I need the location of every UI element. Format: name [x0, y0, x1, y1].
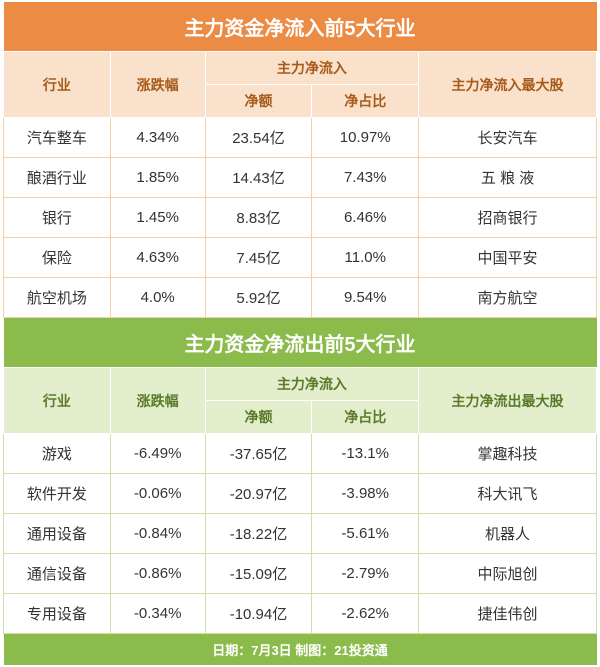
- table-row: 通用设备 -0.84% -18.22亿 -5.61% 机器人: [4, 514, 597, 554]
- cell-net-amount: 5.92亿: [205, 278, 312, 318]
- table-row: 游戏 -6.49% -37.65亿 -13.1% 掌趣科技: [4, 434, 597, 474]
- outflow-title-row: 主力资金净流出前5大行业: [4, 318, 597, 368]
- cell-industry: 软件开发: [4, 474, 111, 514]
- table-row: 银行 1.45% 8.83亿 6.46% 招商银行: [4, 198, 597, 238]
- col-net-amount: 净额: [205, 85, 312, 118]
- cell-top-stock: 掌趣科技: [419, 434, 597, 474]
- table-row: 保险 4.63% 7.45亿 11.0% 中国平安: [4, 238, 597, 278]
- cell-net-ratio: -2.79%: [312, 554, 419, 594]
- cell-net-ratio: -5.61%: [312, 514, 419, 554]
- cell-industry: 汽车整车: [4, 118, 111, 158]
- cell-industry: 酿酒行业: [4, 158, 111, 198]
- inflow-header-row-1: 行业 涨跌幅 主力净流入 主力净流入最大股: [4, 52, 597, 85]
- cell-top-stock: 捷佳伟创: [419, 594, 597, 634]
- footer-text: 日期：7月3日 制图：21投资通: [4, 634, 597, 666]
- cell-net-amount: -37.65亿: [205, 434, 312, 474]
- cell-net-ratio: 10.97%: [312, 118, 419, 158]
- col-top-stock: 主力净流入最大股: [419, 52, 597, 118]
- cell-change: 4.0%: [110, 278, 205, 318]
- cell-net-ratio: 7.43%: [312, 158, 419, 198]
- cell-top-stock: 机器人: [419, 514, 597, 554]
- cell-change: -0.86%: [110, 554, 205, 594]
- cell-change: -0.84%: [110, 514, 205, 554]
- cell-industry: 专用设备: [4, 594, 111, 634]
- cell-net-amount: 7.45亿: [205, 238, 312, 278]
- col-industry: 行业: [4, 368, 111, 434]
- inflow-title-row: 主力资金净流入前5大行业: [4, 2, 597, 52]
- cell-change: 4.34%: [110, 118, 205, 158]
- cell-net-ratio: -3.98%: [312, 474, 419, 514]
- cell-net-amount: -10.94亿: [205, 594, 312, 634]
- cell-top-stock: 中际旭创: [419, 554, 597, 594]
- col-inflow-group: 主力净流入: [205, 368, 418, 401]
- cell-net-amount: 8.83亿: [205, 198, 312, 238]
- cell-net-amount: 14.43亿: [205, 158, 312, 198]
- table-row: 汽车整车 4.34% 23.54亿 10.97% 长安汽车: [4, 118, 597, 158]
- cell-net-ratio: 6.46%: [312, 198, 419, 238]
- cell-top-stock: 南方航空: [419, 278, 597, 318]
- cell-change: 1.85%: [110, 158, 205, 198]
- cell-net-amount: 23.54亿: [205, 118, 312, 158]
- cell-industry: 航空机场: [4, 278, 111, 318]
- col-net-ratio: 净占比: [312, 85, 419, 118]
- cell-industry: 通信设备: [4, 554, 111, 594]
- cell-top-stock: 五 粮 液: [419, 158, 597, 198]
- cell-net-ratio: 11.0%: [312, 238, 419, 278]
- cell-top-stock: 招商银行: [419, 198, 597, 238]
- col-net-amount: 净额: [205, 401, 312, 434]
- outflow-table: 主力资金净流出前5大行业 行业 涨跌幅 主力净流入 主力净流出最大股 净额 净占…: [3, 318, 597, 665]
- inflow-table: 主力资金净流入前5大行业 行业 涨跌幅 主力净流入 主力净流入最大股 净额 净占…: [3, 2, 597, 318]
- cell-change: -0.06%: [110, 474, 205, 514]
- cell-change: -0.34%: [110, 594, 205, 634]
- tables-container: 主力资金净流入前5大行业 行业 涨跌幅 主力净流入 主力净流入最大股 净额 净占…: [0, 0, 600, 667]
- cell-net-amount: -20.97亿: [205, 474, 312, 514]
- table-row: 通信设备 -0.86% -15.09亿 -2.79% 中际旭创: [4, 554, 597, 594]
- col-top-stock: 主力净流出最大股: [419, 368, 597, 434]
- cell-net-ratio: 9.54%: [312, 278, 419, 318]
- cell-change: 4.63%: [110, 238, 205, 278]
- col-net-ratio: 净占比: [312, 401, 419, 434]
- cell-net-ratio: -13.1%: [312, 434, 419, 474]
- cell-industry: 游戏: [4, 434, 111, 474]
- cell-top-stock: 中国平安: [419, 238, 597, 278]
- cell-change: 1.45%: [110, 198, 205, 238]
- cell-industry: 通用设备: [4, 514, 111, 554]
- col-change: 涨跌幅: [110, 368, 205, 434]
- cell-top-stock: 科大讯飞: [419, 474, 597, 514]
- outflow-title: 主力资金净流出前5大行业: [4, 318, 597, 368]
- col-industry: 行业: [4, 52, 111, 118]
- cell-net-ratio: -2.62%: [312, 594, 419, 634]
- inflow-title: 主力资金净流入前5大行业: [4, 2, 597, 52]
- cell-net-amount: -18.22亿: [205, 514, 312, 554]
- cell-net-amount: -15.09亿: [205, 554, 312, 594]
- cell-change: -6.49%: [110, 434, 205, 474]
- col-change: 涨跌幅: [110, 52, 205, 118]
- footer-row: 日期：7月3日 制图：21投资通: [4, 634, 597, 666]
- cell-industry: 保险: [4, 238, 111, 278]
- cell-industry: 银行: [4, 198, 111, 238]
- outflow-header-row-1: 行业 涨跌幅 主力净流入 主力净流出最大股: [4, 368, 597, 401]
- col-inflow-group: 主力净流入: [205, 52, 418, 85]
- cell-top-stock: 长安汽车: [419, 118, 597, 158]
- table-row: 专用设备 -0.34% -10.94亿 -2.62% 捷佳伟创: [4, 594, 597, 634]
- table-row: 酿酒行业 1.85% 14.43亿 7.43% 五 粮 液: [4, 158, 597, 198]
- table-row: 航空机场 4.0% 5.92亿 9.54% 南方航空: [4, 278, 597, 318]
- table-row: 软件开发 -0.06% -20.97亿 -3.98% 科大讯飞: [4, 474, 597, 514]
